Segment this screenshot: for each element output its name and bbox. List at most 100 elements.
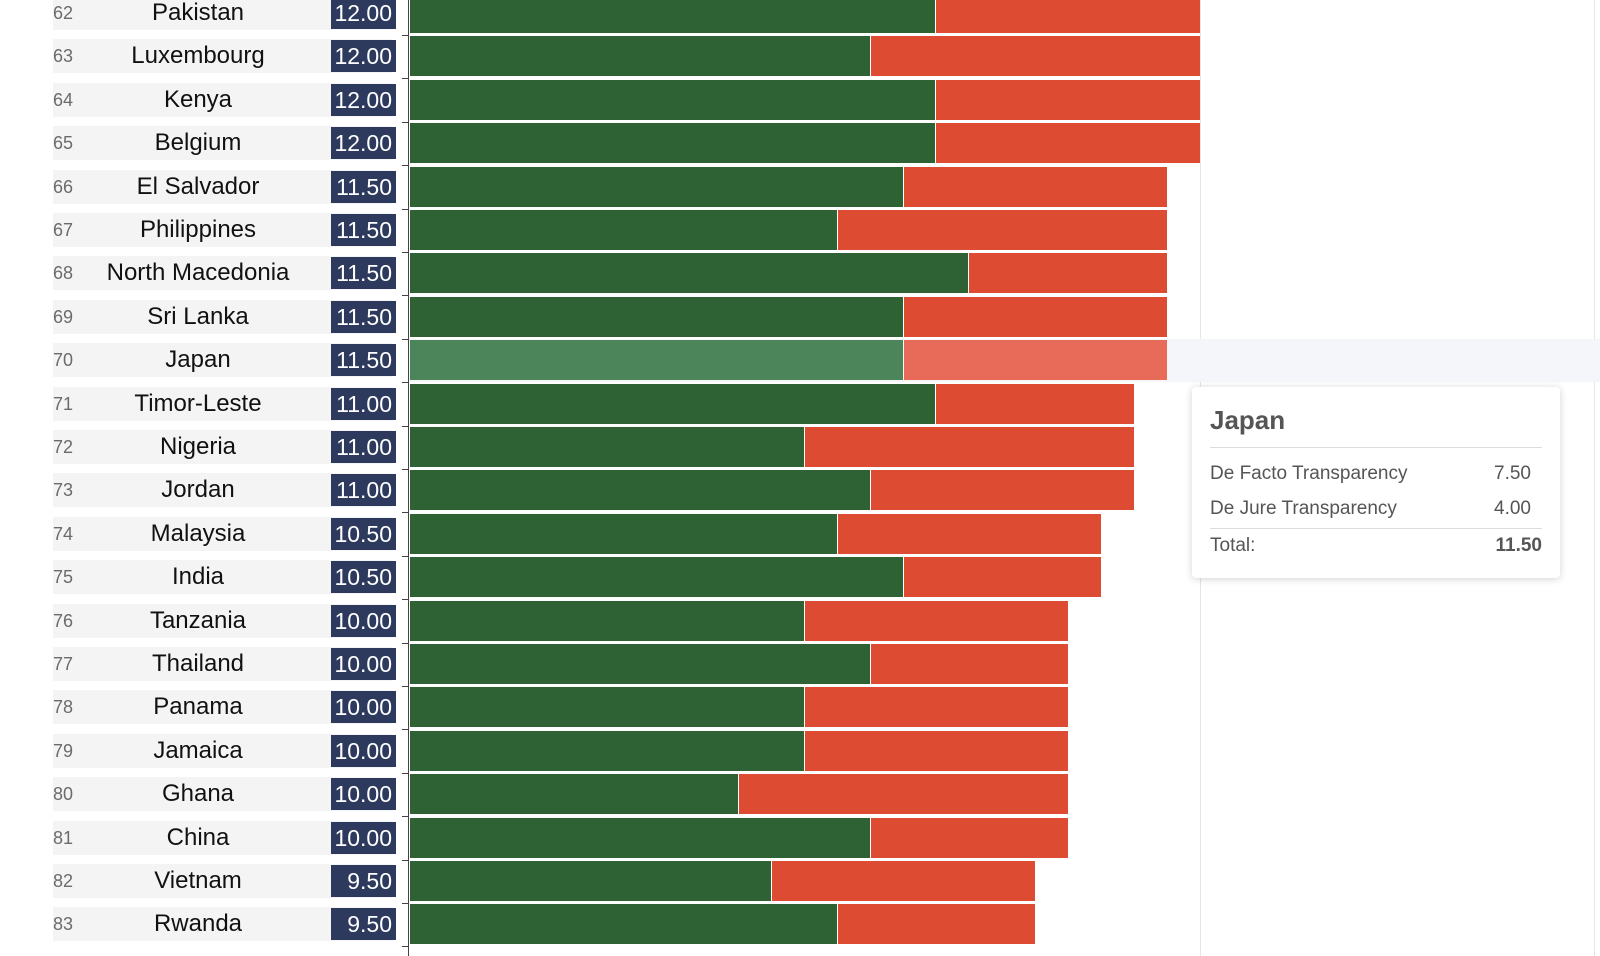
bar-de-facto[interactable]	[410, 0, 936, 33]
bar-de-facto[interactable]	[410, 166, 903, 207]
total-score-badge: 10.00	[331, 604, 396, 637]
country-label[interactable]: Belgium	[154, 129, 242, 157]
tooltip-total-value: 11.50	[1495, 535, 1543, 556]
axis-tick	[402, 599, 408, 601]
country-label[interactable]: Tanzania	[149, 606, 247, 634]
total-score-badge: 11.50	[331, 344, 396, 377]
country-label[interactable]: India	[171, 563, 225, 591]
bar-de-jure[interactable]	[870, 470, 1134, 511]
country-label[interactable]: Kenya	[163, 85, 233, 113]
bar-de-facto[interactable]	[410, 817, 870, 858]
total-score-badge: 11.50	[331, 300, 396, 333]
bar-de-jure[interactable]	[936, 0, 1200, 33]
country-label[interactable]: Nigeria	[159, 433, 237, 460]
bar-de-jure[interactable]	[804, 730, 1068, 771]
axis-tick	[402, 686, 408, 687]
bar-de-jure[interactable]	[903, 296, 1167, 337]
country-label[interactable]: Jordan	[161, 476, 235, 504]
rank-label: 70	[53, 350, 74, 371]
total-score-badge: 11.00	[331, 387, 396, 420]
bar-de-facto[interactable]	[410, 557, 903, 598]
bar-de-jure[interactable]	[903, 340, 1167, 381]
bar-de-jure[interactable]	[903, 166, 1167, 207]
country-label[interactable]: El Salvador	[136, 172, 260, 200]
rank-label: 82	[53, 871, 74, 891]
bar-de-jure[interactable]	[936, 79, 1200, 120]
total-score-badge: 10.00	[331, 691, 396, 724]
bar-de-jure[interactable]	[804, 687, 1068, 728]
rank-label: 64	[53, 89, 74, 110]
bar-de-facto[interactable]	[410, 730, 804, 771]
country-label[interactable]: Philippines	[139, 216, 257, 243]
country-label[interactable]: Jamaica	[153, 736, 243, 764]
rank-label: 68	[53, 263, 74, 284]
bar-de-facto[interactable]	[410, 774, 738, 815]
total-score-badge: 10.50	[331, 561, 396, 594]
bar-de-jure[interactable]	[870, 817, 1068, 858]
bar-de-facto[interactable]	[410, 513, 837, 554]
country-label[interactable]: China	[166, 823, 230, 851]
bar-de-jure[interactable]	[804, 427, 1134, 467]
country-label[interactable]: Pakistan	[151, 0, 245, 26]
bar-de-facto[interactable]	[410, 123, 936, 164]
bar-de-facto[interactable]	[410, 79, 936, 120]
axis-tick	[402, 35, 408, 36]
bar-de-facto[interactable]	[410, 687, 804, 728]
country-label[interactable]: North Macedonia	[106, 259, 290, 287]
chart-tooltip: Japan De Facto Transparency 7.50 De Jure…	[1192, 387, 1560, 578]
bar-de-jure[interactable]	[739, 774, 1068, 815]
bar-de-jure[interactable]	[771, 861, 1036, 901]
axis-tick	[402, 903, 408, 904]
country-label[interactable]: Luxembourg	[131, 42, 265, 70]
bar-de-facto[interactable]	[410, 904, 837, 945]
axis-tick	[402, 816, 408, 818]
bar-de-facto[interactable]	[410, 470, 870, 511]
country-label[interactable]: Sri Lanka	[147, 302, 249, 330]
tooltip-row-label: De Facto Transparency	[1210, 463, 1408, 484]
tooltip-row-de-facto: De Facto Transparency 7.50	[1210, 456, 1542, 491]
bar-de-jure[interactable]	[837, 513, 1101, 554]
bar-de-jure[interactable]	[969, 253, 1167, 294]
rank-label: 75	[53, 567, 74, 588]
bar-de-jure[interactable]	[936, 123, 1200, 164]
country-label[interactable]: Thailand	[151, 650, 245, 677]
bar-de-facto[interactable]	[410, 644, 870, 684]
rank-label: 65	[53, 133, 74, 154]
bar-de-jure[interactable]	[870, 36, 1200, 77]
bar-de-jure[interactable]	[837, 210, 1167, 250]
axis-tick	[402, 382, 408, 384]
rank-label: 74	[53, 523, 74, 544]
bar-de-facto[interactable]	[410, 600, 804, 641]
bar-de-facto[interactable]	[410, 36, 870, 77]
bar-de-facto[interactable]	[410, 861, 771, 901]
country-label[interactable]: Panama	[153, 693, 243, 721]
axis-tick	[402, 642, 408, 644]
bar-de-jure[interactable]	[870, 644, 1068, 684]
bar-de-facto[interactable]	[410, 383, 936, 424]
country-label[interactable]: Vietnam	[154, 867, 242, 894]
bar-de-jure[interactable]	[936, 383, 1134, 424]
total-score-badge: 10.00	[331, 778, 396, 811]
bar-de-facto[interactable]	[410, 427, 804, 467]
country-label[interactable]: Japan	[165, 346, 231, 374]
tooltip-title: Japan	[1210, 387, 1542, 448]
total-score-badge: 12.00	[331, 40, 396, 73]
bar-de-facto[interactable]	[410, 340, 903, 381]
total-score-badge: 10.00	[331, 821, 396, 854]
country-label[interactable]: Rwanda	[153, 910, 243, 938]
axis-tick	[402, 121, 408, 123]
country-label[interactable]: Malaysia	[150, 519, 246, 547]
rank-label: 72	[53, 437, 74, 457]
bar-de-facto[interactable]	[410, 296, 903, 337]
total-score-badge: 9.50	[331, 865, 396, 897]
bar-de-facto[interactable]	[410, 253, 969, 294]
bar-de-jure[interactable]	[804, 600, 1068, 641]
country-label[interactable]: Timor-Leste	[134, 389, 262, 417]
category-axis-line	[408, 0, 409, 956]
tooltip-row-de-jure: De Jure Transparency 4.00	[1210, 491, 1542, 526]
bar-de-jure[interactable]	[903, 557, 1101, 598]
bar-de-jure[interactable]	[837, 904, 1036, 945]
bar-de-facto[interactable]	[410, 210, 837, 250]
rank-label: 80	[53, 784, 74, 805]
country-label[interactable]: Ghana	[161, 780, 235, 808]
